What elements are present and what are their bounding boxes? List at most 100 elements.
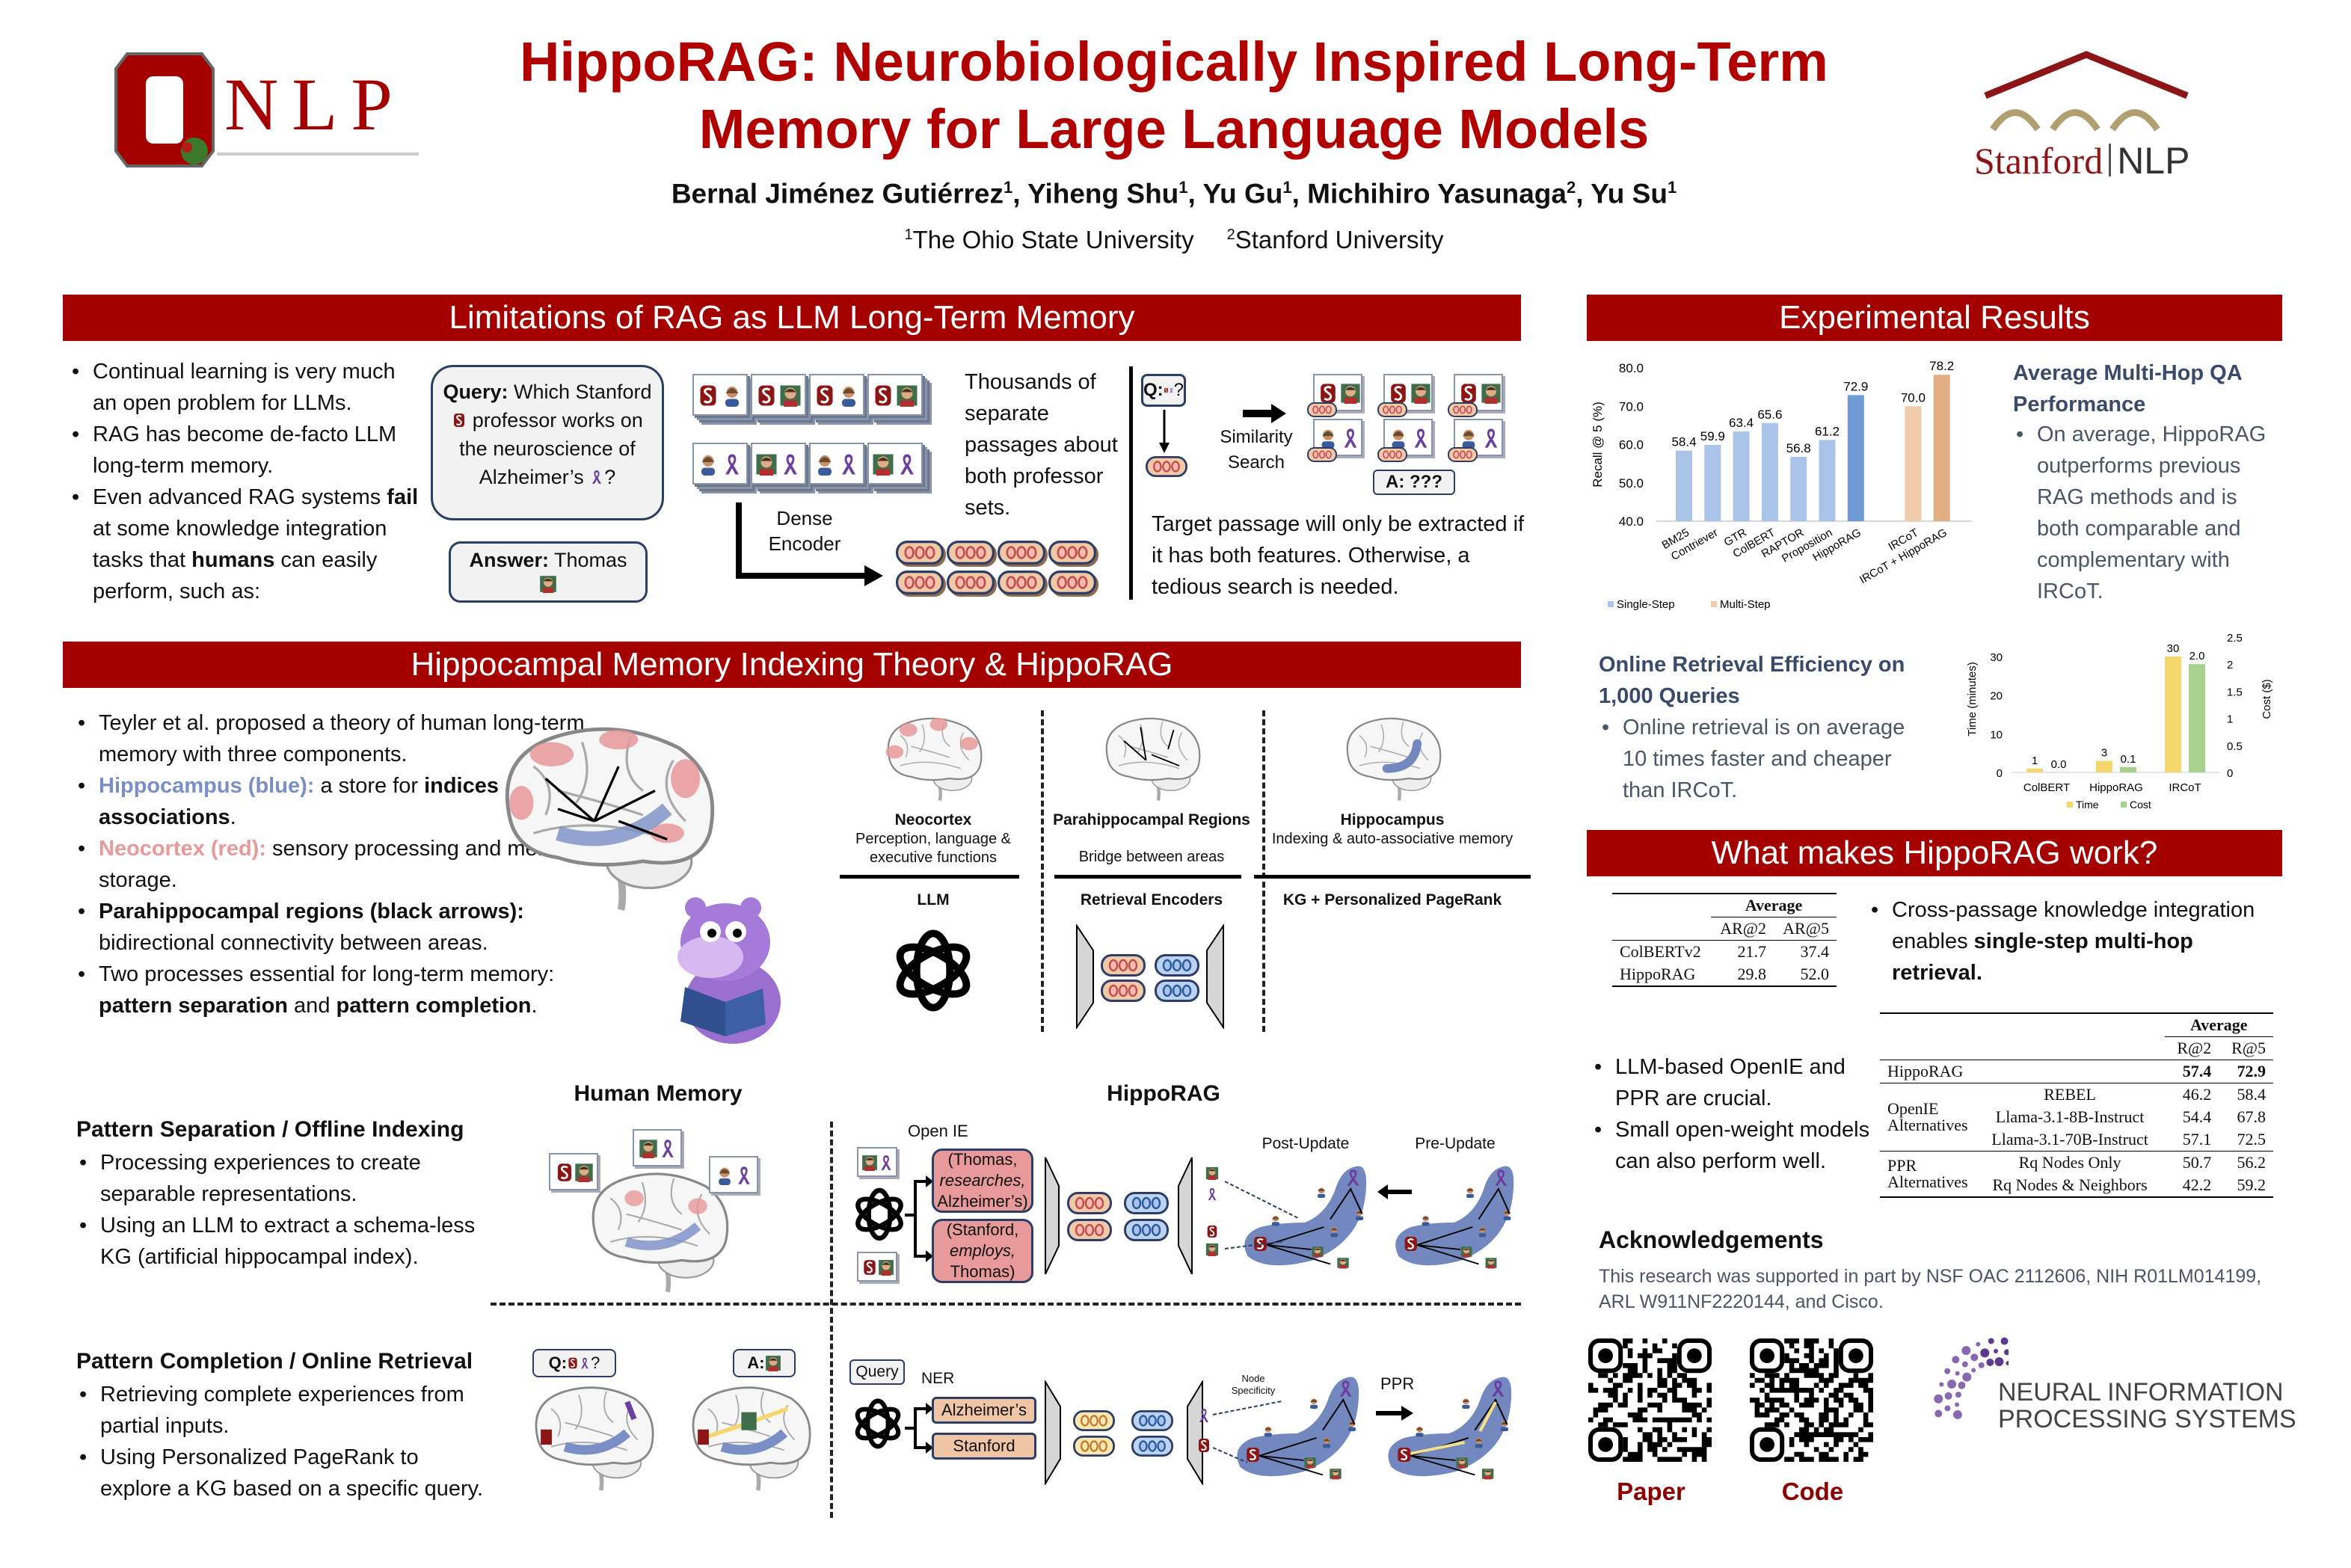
bar-value-label: 70.0	[1901, 390, 1926, 405]
answer-value: Thomas	[548, 549, 627, 571]
legend-label: Single-Step	[1617, 598, 1675, 611]
bar	[1933, 375, 1950, 521]
person-icon	[639, 1137, 658, 1160]
text-segment: RAG has become de-facto LLM long-term me…	[93, 422, 397, 478]
table-row: ColBERTv2 21.7 37.4	[1612, 941, 1837, 964]
passages-description: Thousands of separate passages about bot…	[965, 370, 1118, 520]
code-link-label[interactable]: Code	[1781, 1478, 1844, 1505]
embedding-icon	[1448, 447, 1478, 462]
text-segment: fail	[387, 485, 419, 509]
bullet: Online retrieval is on average 10 times …	[1599, 712, 1928, 806]
bar	[1819, 440, 1836, 521]
entity-stanford: Stanford	[932, 1433, 1036, 1460]
table-row: PPR Alternatives Rq Nodes Only 50.7 56.2	[1880, 1152, 2273, 1190]
alzheimers-ribbon-icon	[1410, 425, 1431, 452]
q-label: Q:	[1143, 380, 1164, 400]
paper-link-label[interactable]: Paper	[1617, 1478, 1685, 1505]
table-cell: OpenIE Alternatives	[1887, 1099, 1968, 1134]
section-header-limitations: Limitations of RAG as LLM Long-Term Memo…	[63, 295, 1521, 341]
stanford-icon	[697, 381, 719, 410]
author-name: Michihiro Yasunaga	[1307, 178, 1567, 209]
brain-region-icon	[885, 713, 989, 802]
legend-swatch	[1608, 601, 1614, 607]
section-header-what-makes: What makes HippoRAG work?	[1587, 830, 2282, 876]
triple-subject: (Stanford,	[946, 1220, 1019, 1239]
table-cell: REBEL	[2044, 1085, 2096, 1104]
section-header-results: Experimental Results	[1587, 295, 2282, 341]
alzheimers-ribbon-icon	[1340, 425, 1361, 452]
brain-illustration	[476, 718, 737, 912]
post-update-label: Post-Update	[1261, 1135, 1350, 1152]
y-tick-label: 30	[1990, 651, 2003, 664]
table-cell: Llama-3.1-8B-Instruct	[1995, 1107, 2145, 1126]
passage-card	[857, 1252, 897, 1282]
qr-code-code[interactable]	[1750, 1338, 1875, 1463]
text-segment: Parahippocampal regions (black arrows):	[99, 900, 524, 923]
bar-cost	[2189, 664, 2205, 772]
ppr-label: PPR	[1380, 1374, 1415, 1393]
table-cell: HippoRAG	[1887, 1062, 1964, 1080]
pattern-separation-title: Pattern Separation / Offline Indexing	[76, 1117, 464, 1142]
person-icon	[861, 1152, 878, 1173]
node-specificity-label: Node Specificity	[1231, 1373, 1276, 1396]
column-description: Bridge between areas	[1078, 849, 1225, 865]
retrieved-passage-card	[1383, 419, 1433, 456]
synonym-dashed-links	[1224, 1181, 1300, 1249]
retrieved-passage-card	[1313, 419, 1362, 456]
alzheimers-ribbon-icon	[878, 1152, 894, 1173]
y2-axis-title: Cost ($)	[2261, 679, 2273, 719]
llm-openai-icon	[887, 924, 980, 1017]
neurips-line1: NEURAL INFORMATION	[1998, 1378, 2284, 1406]
table-cell: R@5	[2231, 1039, 2266, 1057]
bar-value-label: 0.0	[2051, 758, 2067, 771]
bar	[1704, 445, 1721, 521]
text-segment: can easily perform, such as:	[93, 548, 378, 603]
open-ie-label: Open IE	[908, 1122, 968, 1140]
table-cell: 54.4	[2182, 1107, 2212, 1126]
table-row: HippoRAG 29.8 52.0	[1612, 963, 1837, 986]
llm-openai-icon	[849, 1395, 906, 1452]
text-segment: indices	[424, 774, 499, 798]
table-row: Llama-3.1-8B-Instruct 54.4 67.8	[1880, 1106, 2273, 1128]
query-text-b: professor works on the neuroscience of A…	[459, 409, 643, 488]
passage-card	[857, 1147, 897, 1177]
column-title: Hippocampus	[1340, 811, 1445, 828]
bar-cost	[2120, 766, 2136, 772]
osu-nlp-logo-text: NLP	[224, 63, 406, 146]
query-embedding-icon	[1146, 456, 1187, 477]
y-axis-title: Time (minutes)	[1966, 662, 1979, 736]
bullet: Retrieving complete experiences from par…	[76, 1379, 495, 1442]
table-row: Rq Nodes & Neighbors 42.2 59.2	[1880, 1174, 2273, 1197]
text-segment: single-step multi-hop retrieval.	[1892, 929, 2193, 985]
author-name: Yu Su	[1591, 178, 1668, 209]
embedding-icon	[1377, 402, 1407, 417]
pre-update-label: Pre-Update	[1415, 1135, 1496, 1152]
column-rule	[1054, 875, 1241, 879]
similarity-search-label: Similarity Search	[1220, 427, 1293, 473]
y2-tick-label: 2	[2227, 659, 2233, 671]
update-arrow	[1377, 1184, 1412, 1199]
llm-openai-icon	[849, 1184, 909, 1244]
retrieved-passage-card	[1313, 374, 1362, 411]
author-separator: ,	[1576, 178, 1591, 209]
memory-divider-vertical	[830, 1122, 833, 1518]
affiliation-list: 1The Ohio State University 2Stanford Univ…	[426, 226, 1922, 254]
triple-box-2: (Stanford, employs, Thomas)	[932, 1219, 1033, 1283]
y-tick-label: 20	[1990, 690, 2003, 703]
vertical-divider	[1129, 366, 1133, 600]
answer-unknown-box: A: ???	[1373, 470, 1455, 495]
bar-value-label: 59.9	[1700, 429, 1725, 443]
bullet: Continual learning is very much an open …	[69, 356, 420, 419]
table-cell: Rq Nodes Only	[2018, 1153, 2121, 1172]
brain-answer-illustration	[680, 1380, 819, 1492]
table-cell	[1976, 1060, 2165, 1083]
y-tick-label: 0	[1997, 767, 2003, 780]
table-header-row: R@2 R@5	[1880, 1037, 2273, 1060]
bullet: On average, HippoRAG outperforms previou…	[2013, 419, 2282, 607]
column-divider	[1262, 710, 1265, 1032]
text-segment: Even advanced RAG systems	[93, 485, 387, 509]
table-cell: Llama-3.1-70B-Instruct	[1991, 1130, 2148, 1149]
qr-code-paper[interactable]	[1588, 1338, 1714, 1463]
qa-heading: Average Multi-Hop QA Performance	[2013, 361, 2242, 416]
brain-region-icon	[1336, 713, 1448, 802]
